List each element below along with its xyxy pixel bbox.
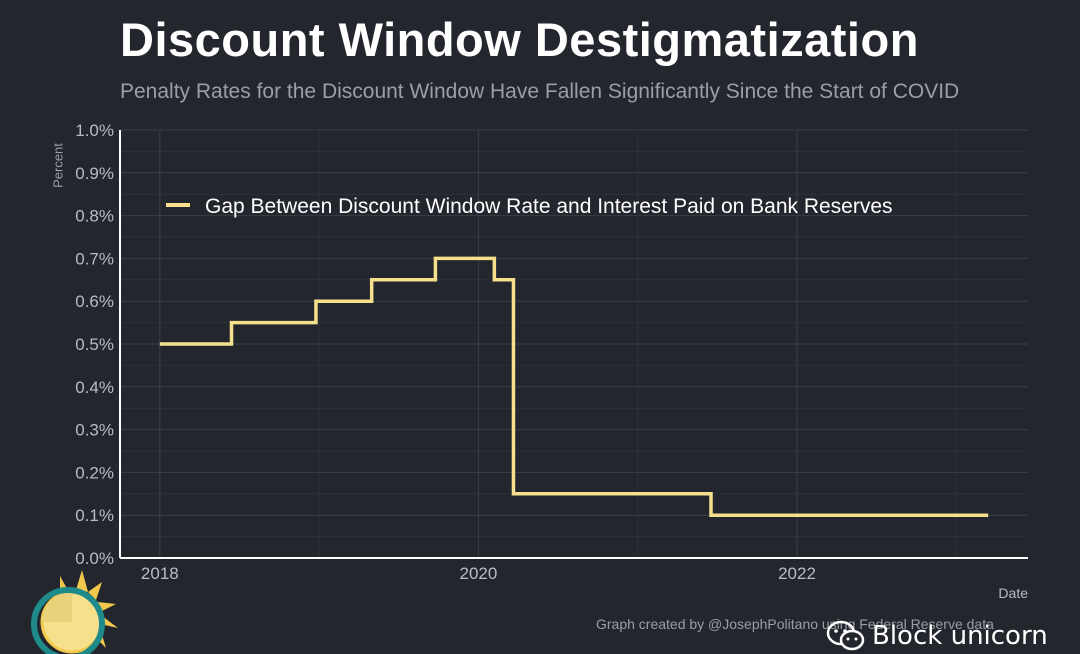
chart-title: Discount Window Destigmatization (120, 13, 919, 66)
legend-label: Gap Between Discount Window Rate and Int… (205, 195, 893, 218)
chart-subtitle: Penalty Rates for the Discount Window Ha… (120, 80, 960, 103)
x-tick-label: 2020 (460, 564, 498, 583)
series (159, 256, 989, 517)
y-tick-label: 0.1% (75, 506, 114, 525)
y-tick-label: 0.8% (75, 207, 114, 226)
series-line (159, 256, 989, 517)
x-tick-label: 2022 (778, 564, 816, 583)
x-axis-label: Date (998, 585, 1028, 601)
y-tick-label: 0.4% (75, 378, 114, 397)
y-tick-label: 0.7% (75, 249, 114, 268)
y-axis-label: Percent (50, 143, 66, 188)
y-tick-label: 0.3% (75, 421, 114, 440)
y-tick-label: 1.0% (75, 121, 114, 140)
y-tick-label: 0.5% (75, 335, 114, 354)
y-tick-label: 0.0% (75, 549, 114, 568)
x-tick-labels: 2018 2020 2022 (141, 564, 816, 583)
watermark: Block unicorn (826, 620, 1048, 652)
y-tick-labels: 0.0% 0.1% 0.2% 0.3% 0.4% 0.5% 0.6% 0.7% 0.8% 0.9%… (75, 121, 114, 568)
watermark-text: Block unicorn (872, 621, 1048, 651)
axes (119, 130, 1028, 559)
x-tick-label: 2018 (141, 564, 179, 583)
y-tick-label: 0.6% (75, 292, 114, 311)
sun-logo-icon (31, 570, 118, 654)
legend: Gap Between Discount Window Rate and Int… (166, 195, 893, 218)
y-tick-label: 0.2% (75, 463, 114, 482)
source-credit: Graph created by @JosephPolitano using F… (596, 616, 994, 632)
wechat-icon (826, 620, 865, 651)
y-tick-label: 0.9% (75, 164, 114, 183)
